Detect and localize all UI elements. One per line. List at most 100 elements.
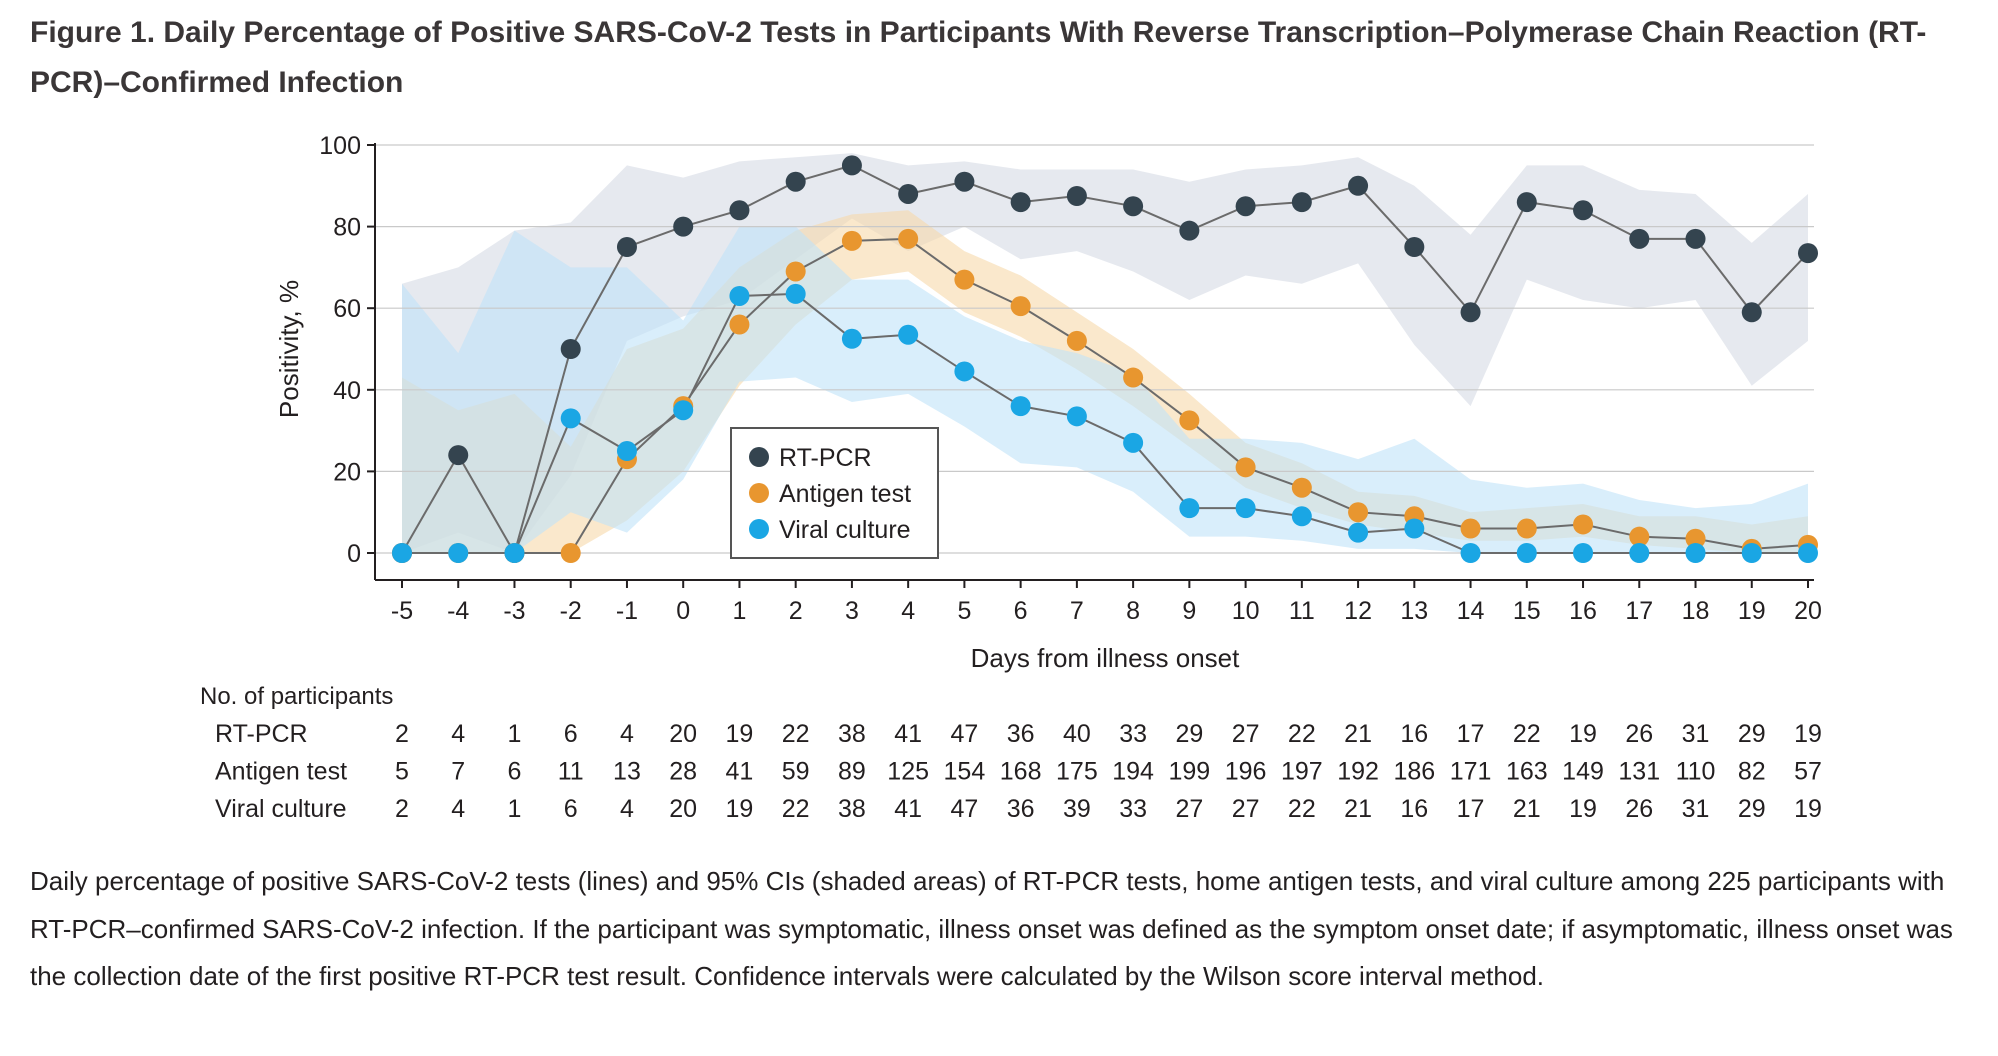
data-point-viral-culture [1348,522,1369,543]
data-point-viral-culture [954,361,975,382]
data-point-rt-pcr [1460,302,1481,323]
table-cell: 4 [451,795,465,823]
table-cell: 20 [669,720,697,748]
data-point-viral-culture [1460,543,1481,563]
table-cell: 26 [1625,720,1653,748]
data-point-rt-pcr [954,171,975,192]
table-cell: 171 [1450,758,1492,786]
table-cell: 33 [1119,795,1147,823]
table-cell: 27 [1175,795,1203,823]
x-tick-label: 19 [1738,597,1766,625]
table-cell: 6 [564,720,578,748]
y-tick-label: 60 [333,295,361,323]
legend-marker-rt-pcr [749,447,769,467]
table-cell: 154 [944,758,986,786]
legend-label-rt-pcr: RT-PCR [779,444,872,472]
table-cell: 38 [838,720,866,748]
y-tick-label: 0 [347,540,361,568]
data-point-rt-pcr [673,216,694,237]
table-cell: 27 [1232,720,1260,748]
data-point-viral-culture [785,283,806,304]
x-tick-label: 17 [1625,597,1653,625]
x-axis-label: Days from illness onset [971,643,1241,673]
data-point-viral-culture [1235,498,1256,519]
legend-label-viral-culture: Viral culture [779,516,911,544]
x-tick-label: 16 [1569,597,1597,625]
table-cell: 5 [395,758,409,786]
table-cell: 19 [1794,720,1822,748]
table-cell: 194 [1112,758,1154,786]
data-point-antigen-test [1573,514,1594,535]
table-cell: 41 [894,720,922,748]
ci-bands [402,153,1808,553]
table-row-label: Antigen test [215,758,347,786]
table-cell: 33 [1119,720,1147,748]
data-point-rt-pcr [1685,228,1706,249]
data-point-rt-pcr [785,171,806,192]
table-cell: 41 [726,758,754,786]
x-tick-label: -5 [391,597,413,625]
x-tick-label: 18 [1682,597,1710,625]
table-cell: 22 [782,720,810,748]
data-point-viral-culture [841,328,862,349]
data-point-viral-culture [1010,396,1031,417]
table-cell: 22 [1513,720,1541,748]
data-point-rt-pcr [1573,200,1594,221]
x-tick-label: 8 [1126,597,1140,625]
data-point-antigen-test [1516,518,1537,539]
x-tick-label: 13 [1400,597,1428,625]
data-point-rt-pcr [1235,196,1256,217]
table-cell: 110 [1676,758,1716,786]
table-cell: 27 [1232,795,1260,823]
table-cell: 19 [1569,795,1597,823]
table-cell: 29 [1738,795,1766,823]
table-cell: 168 [1000,758,1042,786]
table-cell: 28 [669,758,697,786]
x-tick-label: 9 [1182,597,1196,625]
data-point-viral-culture [448,543,469,563]
table-cell: 11 [558,758,584,786]
table-cell: 22 [1288,795,1316,823]
data-point-antigen-test [729,314,750,335]
table-cell: 13 [613,758,641,786]
table-cell: 22 [1288,720,1316,748]
table-cell: 4 [451,720,465,748]
table-cell: 36 [1007,720,1035,748]
data-point-viral-culture [1123,432,1144,453]
data-point-rt-pcr [1291,192,1312,213]
y-tick-label: 40 [333,377,361,405]
table-cell: 17 [1457,795,1485,823]
table-cell: 22 [782,795,810,823]
table-cell: 6 [564,795,578,823]
table-cell: 20 [669,795,697,823]
data-point-viral-culture [1404,518,1425,539]
y-tick-label: 100 [319,132,361,160]
data-point-viral-culture [1516,543,1537,563]
table-cell: 21 [1513,795,1541,823]
data-point-rt-pcr [1629,228,1650,249]
data-point-rt-pcr [1798,243,1818,264]
data-point-rt-pcr [1066,186,1087,206]
figure-caption: Daily percentage of positive SARS-CoV-2 … [30,866,1953,991]
table-row-label: Viral culture [215,795,347,823]
data-point-rt-pcr [1516,192,1537,213]
table-cell: 16 [1400,795,1428,823]
table-cell: 21 [1344,795,1372,823]
data-point-antigen-test [1685,528,1706,549]
table-cell: 197 [1281,758,1323,786]
x-tick-label: 20 [1794,597,1822,625]
data-point-antigen-test [1066,330,1087,351]
legend-marker-viral-culture [749,519,769,539]
data-point-rt-pcr [560,339,581,359]
x-tick-label: 7 [1070,597,1084,625]
table-cell: 17 [1457,720,1485,748]
data-point-antigen-test [1629,526,1650,547]
y-tick-label: 20 [333,458,361,486]
data-point-viral-culture [1179,498,1200,519]
x-tick-label: 12 [1344,597,1372,625]
table-cell: 19 [1794,795,1822,823]
x-tick-label: -1 [616,597,638,625]
table-cell: 2 [395,795,409,823]
x-tick-label: 14 [1457,597,1485,625]
